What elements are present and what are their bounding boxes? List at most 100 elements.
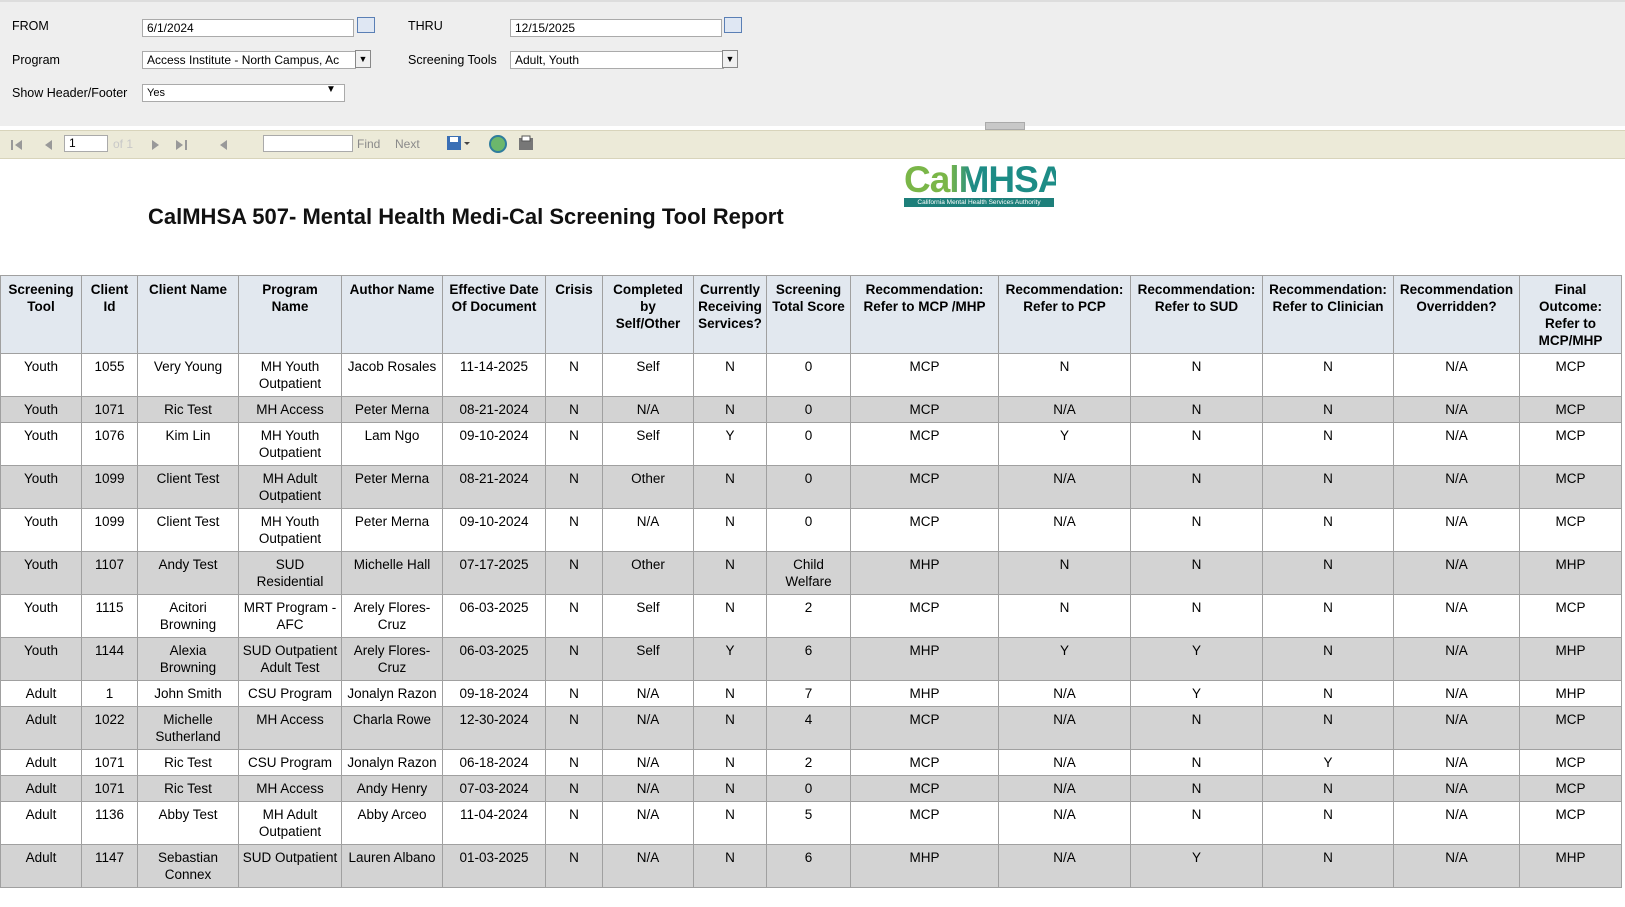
collapse-handle[interactable] (985, 122, 1025, 130)
column-header: Effective Date Of Document (442, 275, 546, 354)
table-cell: N (1130, 551, 1263, 595)
table-cell: N (693, 706, 767, 750)
table-cell: MCP (1519, 594, 1622, 638)
table-cell: N/A (602, 844, 694, 888)
table-cell: N/A (1393, 551, 1520, 595)
table-cell: N/A (1393, 508, 1520, 552)
table-row: Youth 1099 Client Test MH Youth Outpatient P… (0, 508, 1622, 552)
date-input[interactable]: 12/15/2025 (510, 19, 722, 37)
column-header: Client Name (137, 275, 239, 354)
table-cell: MCP (850, 775, 999, 802)
table-cell: MRT Program - AFC (238, 594, 342, 638)
table-cell: Youth (0, 508, 82, 552)
next-button[interactable]: Next (395, 137, 420, 151)
table-cell: N/A (1393, 749, 1520, 776)
table-cell: Y (998, 422, 1131, 466)
table-cell: Y (998, 637, 1131, 681)
find-button[interactable]: Find (357, 137, 381, 151)
table-cell: N/A (998, 844, 1131, 888)
table-cell: SUD Outpatient Adult Test (238, 637, 342, 681)
table-row: Adult 1136 Abby Test MH Adult Outpatient Abb… (0, 801, 1622, 845)
table-cell: Y (1130, 637, 1263, 681)
table-cell: Charla Rowe (341, 706, 443, 750)
table-cell: N/A (602, 749, 694, 776)
nav-icons[interactable] (8, 136, 208, 154)
table-cell: 09-10-2024 (442, 422, 546, 466)
action-icons[interactable] (445, 133, 545, 155)
dropdown-arrow: ▼ (326, 84, 336, 95)
table-cell: N/A (1393, 637, 1520, 681)
table-row: Youth 1071 Ric Test MH Access Peter Merna 08-… (0, 396, 1622, 423)
table-cell: N (1262, 844, 1394, 888)
table-cell: Peter Merna (341, 396, 443, 423)
multi-select[interactable]: Adult, Youth (510, 51, 724, 69)
report-table: Screening Tool Client Id Client Name Progra… (0, 275, 1622, 888)
table-cell: N/A (998, 749, 1131, 776)
page-input[interactable]: 1 (64, 135, 108, 152)
column-header: Currently Receiving Services? (693, 275, 767, 354)
find-input[interactable] (263, 135, 353, 152)
table-cell: 1071 (81, 749, 138, 776)
table-cell: MCP (1519, 465, 1622, 509)
table-cell: N (545, 508, 603, 552)
table-cell: Ric Test (137, 775, 239, 802)
table-cell: MCP (1519, 749, 1622, 776)
label: Show Header/Footer (12, 86, 128, 100)
table-cell: 5 (766, 801, 851, 845)
table-cell: MHP (850, 637, 999, 681)
calendar-button[interactable] (724, 17, 742, 33)
table-cell: N/A (1393, 844, 1520, 888)
column-header: Client Id (81, 275, 138, 354)
table-cell: Adult (0, 706, 82, 750)
table-cell: N (693, 801, 767, 845)
table-cell: MHP (850, 680, 999, 707)
table-cell: N/A (1393, 353, 1520, 397)
select[interactable]: Yes (142, 84, 345, 102)
table-cell: MHP (850, 844, 999, 888)
table-cell: 11-04-2024 (442, 801, 546, 845)
multi-select[interactable]: Access Institute - North Campus, Ac (142, 51, 356, 69)
table-cell: Youth (0, 637, 82, 681)
dropdown-button[interactable]: ▼ (722, 50, 738, 68)
table-cell: Ric Test (137, 749, 239, 776)
table-cell: N/A (602, 680, 694, 707)
table-cell: 0 (766, 353, 851, 397)
table-cell: Client Test (137, 465, 239, 509)
table-cell: 6 (766, 637, 851, 681)
table-cell: N (1262, 422, 1394, 466)
table-cell: N (1262, 465, 1394, 509)
table-cell: N/A (602, 706, 694, 750)
table-cell: N/A (1393, 706, 1520, 750)
column-header: Program Name (238, 275, 342, 354)
table-cell: N (693, 551, 767, 595)
table-cell: N (1262, 706, 1394, 750)
column-header: Recommendation: Refer to MCP /MHP (850, 275, 999, 354)
table-cell: MH Youth Outpatient (238, 508, 342, 552)
table-cell: Jacob Rosales (341, 353, 443, 397)
table-cell: Abby Arceo (341, 801, 443, 845)
table-cell: N (1262, 775, 1394, 802)
table-cell: MCP (1519, 353, 1622, 397)
calendar-button[interactable] (357, 17, 375, 33)
table-cell: 1022 (81, 706, 138, 750)
table-cell: Youth (0, 396, 82, 423)
table-cell: N (1262, 637, 1394, 681)
table-cell: 1055 (81, 353, 138, 397)
table-cell: SUD Outpatient (238, 844, 342, 888)
table-cell: Adult (0, 680, 82, 707)
table-row: Youth 1144 Alexia Browning SUD Outpatient A… (0, 637, 1622, 681)
table-cell: 06-03-2025 (442, 637, 546, 681)
table-cell: Acitori Browning (137, 594, 239, 638)
table-cell: MCP (850, 749, 999, 776)
table-cell: 11-14-2025 (442, 353, 546, 397)
nav-icons[interactable] (144, 136, 234, 154)
date-input[interactable]: 6/1/2024 (142, 19, 354, 37)
page-count: of 1 (113, 137, 134, 151)
table-cell: N (1130, 594, 1263, 638)
table-cell: Lauren Albano (341, 844, 443, 888)
table-cell: CSU Program (238, 680, 342, 707)
dropdown-button[interactable]: ▼ (355, 50, 371, 68)
table-cell: N/A (1393, 396, 1520, 423)
table-cell: 0 (766, 775, 851, 802)
